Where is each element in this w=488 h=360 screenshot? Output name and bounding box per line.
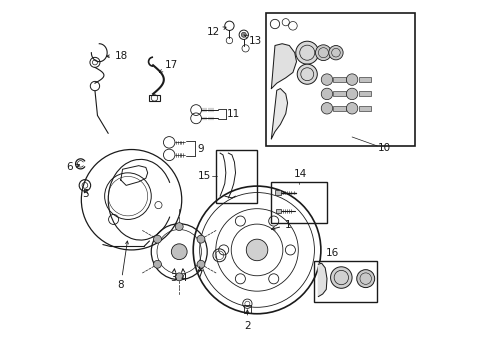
Text: 9: 9 (197, 144, 203, 154)
Bar (333, 77, 346, 82)
Circle shape (197, 260, 204, 268)
Circle shape (197, 235, 204, 243)
Circle shape (175, 273, 183, 281)
Circle shape (218, 245, 228, 255)
Bar (244, 305, 250, 314)
Circle shape (297, 64, 317, 84)
Circle shape (346, 74, 357, 85)
Text: 7: 7 (196, 267, 203, 280)
Circle shape (315, 45, 330, 60)
Circle shape (285, 245, 295, 255)
Circle shape (328, 45, 343, 60)
Bar (358, 77, 370, 82)
Text: 3: 3 (170, 269, 177, 283)
Text: 14: 14 (293, 169, 306, 179)
Circle shape (268, 274, 278, 284)
Circle shape (171, 244, 187, 260)
Text: 10: 10 (377, 143, 390, 153)
Circle shape (235, 274, 245, 284)
Text: 15: 15 (198, 171, 211, 181)
Text: 1: 1 (271, 220, 291, 230)
Bar (274, 190, 281, 195)
Polygon shape (271, 89, 287, 139)
Circle shape (268, 216, 278, 226)
Circle shape (295, 41, 318, 64)
Text: 12: 12 (206, 27, 225, 37)
Circle shape (356, 270, 374, 288)
Circle shape (235, 216, 245, 226)
Text: 13: 13 (244, 35, 262, 46)
Text: 5: 5 (82, 189, 89, 199)
Bar (358, 106, 370, 111)
Circle shape (153, 260, 161, 268)
Bar (358, 91, 370, 96)
Text: 16: 16 (325, 248, 338, 258)
Circle shape (153, 235, 161, 243)
Text: 4: 4 (180, 269, 186, 283)
Bar (265, 13, 414, 146)
Circle shape (321, 103, 332, 114)
Bar (149, 95, 159, 101)
Circle shape (321, 88, 332, 100)
Circle shape (246, 239, 267, 261)
Circle shape (330, 267, 351, 288)
Circle shape (346, 88, 357, 100)
Bar (215, 149, 257, 203)
Text: 6: 6 (66, 162, 80, 172)
Circle shape (321, 74, 332, 85)
Polygon shape (318, 263, 326, 297)
Bar (333, 91, 346, 96)
Bar (333, 106, 346, 111)
Text: 11: 11 (227, 109, 240, 120)
Polygon shape (271, 44, 296, 89)
Text: 17: 17 (159, 59, 178, 72)
Text: 18: 18 (106, 51, 128, 61)
Circle shape (175, 223, 183, 230)
Text: 2: 2 (244, 310, 250, 330)
Bar (271, 182, 326, 223)
Circle shape (346, 103, 357, 114)
Bar (276, 209, 281, 213)
Text: 8: 8 (117, 241, 128, 291)
Bar (314, 261, 376, 302)
Circle shape (241, 32, 246, 37)
